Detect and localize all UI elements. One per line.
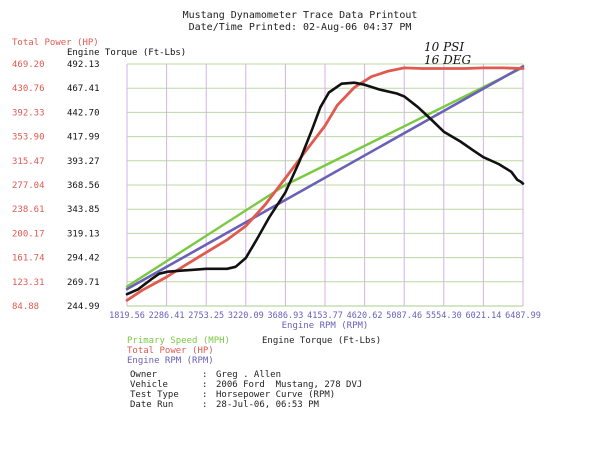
legend-label: Total Power (HP): [127, 346, 214, 356]
left-tick-label: 277.04: [12, 181, 45, 191]
left-axis-label-group: Total Power (HP)Engine Torque (Ft-Lbs): [12, 38, 186, 58]
info-value: Greg . Allen: [216, 370, 282, 380]
legend-label: Engine RPM (RPM): [127, 356, 214, 366]
total-power-line: [125, 66, 525, 302]
info-row-vehicle: Vehicle:2006 Ford Mustang, 278 DVJ: [130, 380, 363, 390]
x-tick-label: 1819.56: [109, 311, 145, 321]
x-axis-ticks: 1819.56 2286.41 2753.25 3220.09 3686.93 4153.…: [109, 311, 541, 331]
torque-tick-label: 442.70: [67, 108, 100, 118]
left-tick-label: 238.61: [12, 205, 45, 215]
torque-tick-label: 417.99: [67, 133, 100, 143]
legend-label: Engine Torque (Ft-Lbs): [262, 336, 382, 346]
left-tick-label: 161.74: [12, 254, 45, 264]
report-title: Mustang Dynamometer Trace Data Printout: [182, 10, 418, 21]
left-tick-label: 315.47: [12, 157, 45, 167]
torque-tick-label: 467.41: [67, 84, 100, 94]
info-key: Vehicle: [130, 380, 168, 390]
x-tick-label: 6021.14: [465, 311, 501, 321]
left-axis-ticks: 469.20 430.76 392.33 353.90 315.47 277.04 238.…: [12, 60, 45, 312]
info-key: Owner: [130, 370, 158, 380]
info-value: 2006 Ford Mustang, 278 DVJ: [216, 380, 363, 390]
info-key: Date Run: [130, 400, 174, 410]
torque-tick-label: 393.27: [67, 157, 100, 167]
legend-engine-torque: Engine Torque (Ft-Lbs): [262, 336, 381, 347]
series-lines: [125, 65, 525, 302]
report-header: Mustang Dynamometer Trace Data Printout …: [150, 10, 450, 34]
torque-tick-label: 343.85: [67, 205, 100, 215]
x-tick-label: 3686.93: [267, 311, 303, 321]
primary-speed-line: [125, 66, 525, 288]
legend-engine-rpm: Engine RPM (RPM): [127, 356, 214, 367]
legend-total-power: Total Power (HP): [127, 346, 214, 357]
left-axis-label: Total Power (HP): [12, 38, 99, 48]
test-info: Owner: Greg . Allen Vehicle:2006 Ford Mus…: [130, 370, 362, 410]
torque-tick-label: 244.99: [67, 302, 100, 312]
left-tick-label: 392.33: [12, 108, 45, 118]
info-key: Test Type: [130, 390, 179, 400]
info-row-date-run: Date Run:28-Jul-06, 06:53 PM: [130, 400, 319, 410]
x-tick-label: 4620.62: [347, 311, 383, 321]
torque-tick-label: 319.13: [67, 229, 100, 239]
x-tick-label: 6487.99: [505, 311, 541, 321]
torque-tick-label: 294.42: [67, 254, 100, 264]
x-axis-label: Engine RPM (RPM): [282, 321, 369, 331]
x-tick-label: 2753.25: [188, 311, 224, 321]
x-tick-label: 3220.09: [228, 311, 264, 321]
left-tick-label: 353.90: [12, 133, 45, 143]
x-tick-label: 2286.41: [149, 311, 185, 321]
legend-primary-speed: Primary Speed (MPH): [127, 336, 230, 347]
x-tick-label: 5087.46: [386, 311, 422, 321]
dyno-chart: Total Power (HP)Engine Torque (Ft-Lbs) 4…: [12, 38, 541, 331]
info-row-test-type: Test Type: Horsepower Curve (RPM): [130, 390, 336, 400]
torque-tick-label: 492.13: [67, 60, 100, 70]
info-value: 28-Jul-06, 06:53 PM: [216, 400, 319, 410]
info-row-owner: Owner: Greg . Allen: [130, 370, 282, 380]
left-tick-label: 200.17: [12, 229, 45, 239]
left-tick-label: 84.88: [12, 302, 39, 312]
x-tick-label: 4153.77: [307, 311, 343, 321]
left-tick-label: 469.20: [12, 60, 45, 70]
right-axis-label: Engine Torque (Ft-Lbs): [67, 48, 186, 58]
left-tick-label: 123.31: [12, 278, 45, 288]
torque-tick-label: 269.71: [67, 278, 100, 288]
annotation-timing: 16 DEG: [424, 53, 471, 67]
torque-tick-label: 368.56: [67, 181, 100, 191]
left-tick-label: 430.76: [12, 84, 45, 94]
right-axis-ticks: 492.13 467.41 442.70 417.99 393.27 368.56 343.…: [67, 60, 100, 312]
plot-frame: [126, 64, 523, 307]
engine-torque-line: [125, 81, 525, 296]
x-tick-label: 5554.30: [426, 311, 462, 321]
engine-rpm-line: [125, 65, 525, 291]
print-timestamp: Date/Time Printed: 02-Aug-06 04:37 PM: [188, 22, 412, 33]
info-value: Horsepower Curve (RPM): [216, 390, 336, 400]
legend-label: Primary Speed (MPH): [127, 336, 230, 346]
annotation-boost: 10 PSI: [424, 40, 464, 54]
